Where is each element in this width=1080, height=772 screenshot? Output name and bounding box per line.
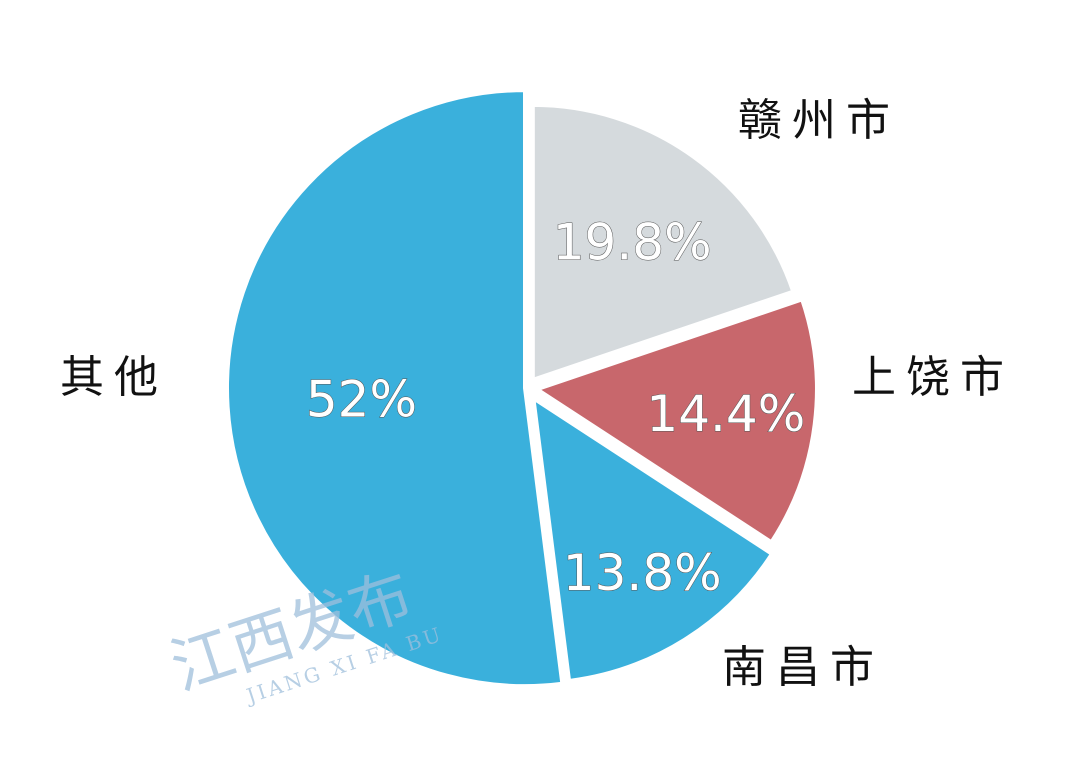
pie-slice-0	[530, 102, 796, 383]
pie-slice-1	[532, 296, 819, 546]
slice-category-label: 南昌市	[722, 642, 884, 693]
slice-value-label: 13.8%	[563, 544, 722, 602]
slice-value-label: 52%	[306, 370, 417, 428]
slice-value-label: 19.8%	[553, 213, 712, 271]
pie-slice-2	[530, 394, 775, 684]
slice-value-label: 14.4%	[646, 385, 805, 443]
slice-category-label: 其他	[60, 352, 168, 403]
watermark: 江西发布 JIANG XI FA BU	[162, 558, 446, 708]
slice-category-label: 上饶市	[852, 352, 1014, 403]
slice-category-label: 赣州市	[738, 95, 900, 146]
pie-slice-3	[225, 88, 565, 689]
